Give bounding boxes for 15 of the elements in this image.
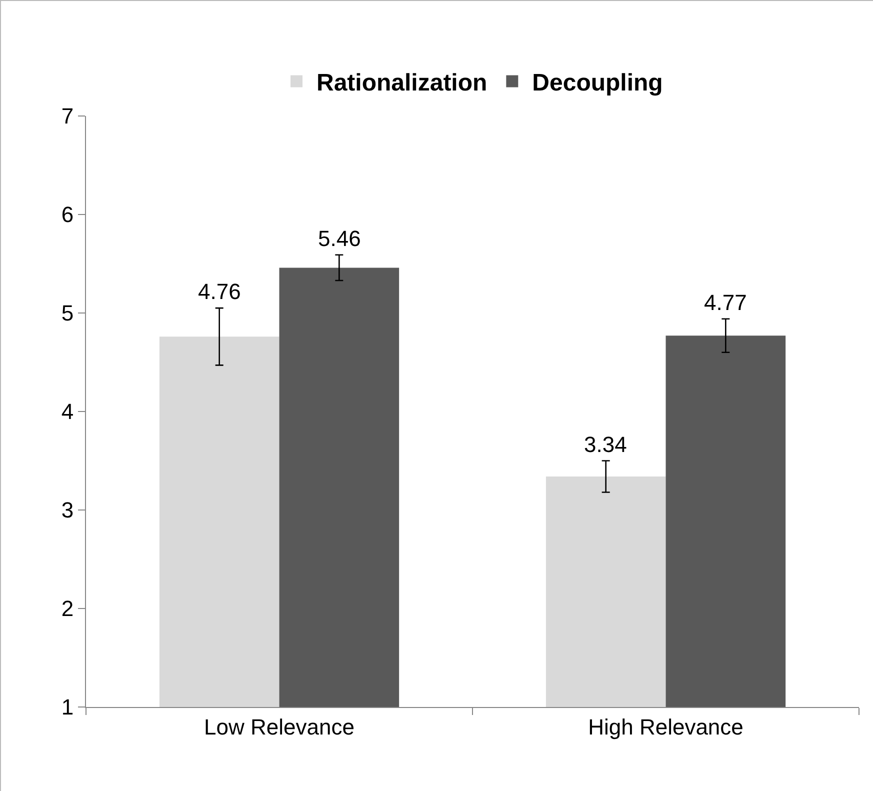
y-tick-label: 4 bbox=[61, 399, 74, 424]
y-tick-label: 1 bbox=[61, 694, 74, 720]
data-label: 5.46 bbox=[318, 226, 361, 251]
y-tick-label: 6 bbox=[61, 202, 74, 228]
data-label: 4.76 bbox=[198, 279, 241, 304]
y-tick-label: 2 bbox=[61, 596, 74, 622]
y-tick-label: 7 bbox=[61, 104, 74, 129]
legend-label: Decoupling bbox=[532, 70, 663, 97]
y-tick-label: 3 bbox=[61, 498, 74, 523]
data-label: 4.77 bbox=[704, 290, 747, 315]
x-tick-label: Low Relevance bbox=[204, 714, 354, 740]
y-tick-label: 5 bbox=[61, 300, 74, 326]
data-label: 3.34 bbox=[584, 432, 627, 457]
x-tick-label: High Relevance bbox=[588, 714, 744, 740]
legend-label: Rationalization bbox=[316, 70, 488, 97]
